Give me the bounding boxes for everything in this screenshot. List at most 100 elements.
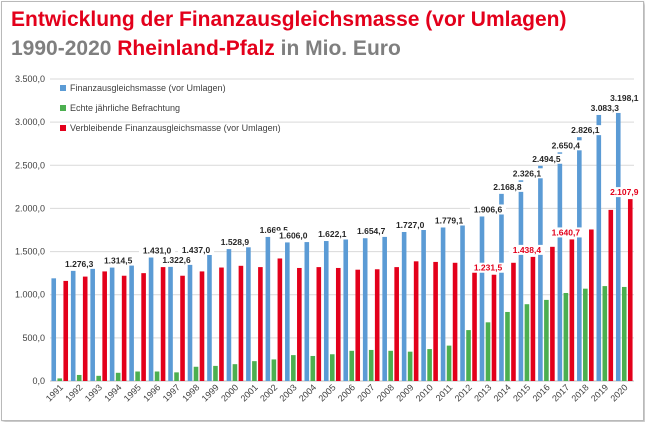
bar: [472, 271, 477, 381]
data-label-remaining-bg: [606, 187, 643, 198]
data-label-remaining: 2.107,9: [610, 187, 639, 197]
y-tick-label: 3.500,0: [15, 74, 45, 84]
data-label-remaining: 1.438,4: [513, 245, 542, 255]
bar: [479, 216, 485, 381]
bar: [187, 257, 193, 381]
data-label-total: 3.198,1: [610, 93, 639, 103]
data-label-total-bg: [177, 245, 215, 256]
bar: [589, 229, 594, 381]
bar: [310, 355, 316, 381]
y-tick-label: 1.500,0: [15, 247, 45, 257]
bar: [226, 249, 232, 381]
legend-swatch: [60, 125, 66, 131]
bar: [121, 275, 127, 381]
bar: [102, 271, 107, 381]
data-label-total: 2.494,5: [532, 154, 561, 164]
bar: [485, 322, 491, 381]
data-label-total-bg: [430, 215, 468, 226]
bar: [297, 267, 302, 381]
data-label-total: 1.276,3: [65, 259, 94, 269]
bar: [466, 330, 471, 381]
bar: [421, 230, 426, 381]
legend-label: Echte jährliche Befrachtung: [70, 103, 180, 113]
bar: [180, 275, 185, 381]
bar: [207, 252, 212, 381]
data-label-total-bg: [275, 230, 312, 241]
bar: [219, 267, 224, 381]
x-tick-label: 2019: [589, 382, 610, 403]
data-label-total: 1.654,7: [357, 226, 386, 236]
bar: [154, 371, 160, 381]
data-label-total-bg: [61, 258, 98, 269]
x-tick-label: 2014: [492, 382, 513, 403]
data-label-total: 2.826,1: [571, 125, 600, 135]
bar: [90, 266, 95, 381]
bar: [621, 286, 627, 381]
bar: [238, 265, 244, 381]
x-tick-label: 2008: [375, 382, 396, 403]
bar: [401, 231, 407, 381]
x-tick-label: 2012: [453, 382, 474, 403]
bar: [368, 349, 374, 381]
y-tick-label: 0,0: [32, 376, 45, 386]
bar: [160, 267, 166, 381]
x-tick-label: 2013: [472, 382, 493, 403]
x-tick-label: 1998: [180, 382, 201, 403]
legend-swatch: [60, 105, 66, 111]
bar: [583, 288, 588, 381]
data-label-total: 1.431,0: [143, 246, 172, 256]
bar: [271, 359, 277, 381]
data-label-remaining-bg: [469, 262, 507, 273]
bar: [615, 105, 621, 382]
subtitle-unit: in Mio. Euro: [274, 37, 401, 60]
data-label-total: 3.083,3: [591, 103, 620, 113]
bar: [70, 270, 76, 381]
chart-title: Entwicklung der Finanzausgleichsmasse (v…: [11, 8, 567, 31]
bar: [63, 280, 69, 381]
x-tick-label: 2007: [355, 382, 376, 403]
bar: [538, 165, 543, 381]
bar: [265, 236, 271, 381]
bar: [174, 372, 179, 381]
y-tick-label: 2.500,0: [15, 160, 45, 170]
data-label-total-bg: [528, 153, 565, 164]
data-label-remaining-bg: [508, 244, 546, 255]
x-tick-label: 2002: [258, 382, 279, 403]
x-tick-label: 2016: [531, 382, 552, 403]
x-tick-label: 1992: [63, 382, 84, 403]
data-label-remaining: 1.640,7: [552, 227, 581, 237]
data-label-total-bg: [567, 125, 604, 136]
bar: [446, 345, 452, 381]
bar: [394, 267, 399, 381]
bar: [374, 269, 380, 381]
x-tick-label: 2010: [414, 382, 435, 403]
data-label-total-bg: [158, 254, 195, 265]
bar: [602, 286, 608, 381]
bar: [82, 276, 88, 381]
bar: [563, 292, 569, 381]
data-label-total: 1.606,0: [279, 230, 308, 240]
x-tick-label: 1999: [200, 382, 221, 403]
y-tick-label: 3.000,0: [15, 117, 45, 127]
bar: [577, 137, 582, 381]
bar: [413, 261, 419, 381]
bar: [291, 355, 296, 381]
x-tick-label: 2017: [550, 382, 571, 403]
bar: [407, 351, 413, 381]
x-tick-label: 1995: [122, 382, 143, 403]
bar: [285, 242, 290, 381]
bar: [433, 261, 438, 381]
bar: [193, 366, 199, 381]
x-tick-label: 1996: [141, 382, 162, 403]
y-tick-label: 2.000,0: [15, 203, 45, 213]
data-label-total: 1.727,0: [396, 220, 425, 230]
bar: [452, 262, 458, 381]
bar: [382, 236, 387, 381]
bar: [335, 267, 341, 381]
bar: [460, 220, 465, 381]
data-label-total-bg: [392, 219, 429, 230]
x-tick-label: 2003: [278, 382, 299, 403]
bar: [343, 239, 349, 381]
bar: [232, 364, 238, 381]
